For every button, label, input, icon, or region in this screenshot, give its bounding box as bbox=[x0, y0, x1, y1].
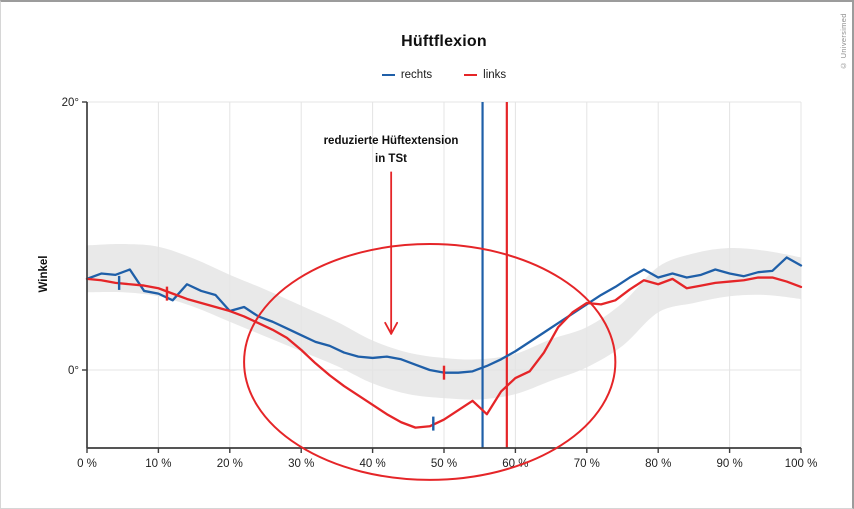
annotation-line-1: reduzierte Hüftextension bbox=[324, 135, 459, 147]
x-tick-label: 10 % bbox=[145, 458, 171, 470]
legend-swatch-links bbox=[464, 73, 478, 77]
legend-label-rechts: rechts bbox=[400, 69, 433, 81]
y-tick-label: 0° bbox=[68, 365, 79, 377]
legend: rechts links bbox=[87, 69, 801, 81]
y-tick-label: 20° bbox=[62, 97, 79, 109]
legend-item-rechts: rechts bbox=[381, 69, 433, 81]
legend-label-links: links bbox=[483, 69, 507, 81]
x-tick-label: 50 % bbox=[431, 458, 457, 470]
legend-item-links: links bbox=[464, 69, 506, 81]
x-tick-label: 70 % bbox=[574, 458, 600, 470]
legend-swatch-rechts bbox=[381, 73, 395, 77]
x-tick-label: 0 % bbox=[77, 458, 97, 470]
annotation-arrow-head bbox=[384, 321, 393, 335]
x-tick-label: 60 % bbox=[502, 458, 528, 470]
x-tick-label: 40 % bbox=[359, 458, 385, 470]
x-tick-label: 20 % bbox=[217, 458, 243, 470]
x-tick-label: 90 % bbox=[716, 458, 742, 470]
x-tick-label: 30 % bbox=[288, 458, 314, 470]
chart-title: Hüftflexion bbox=[401, 33, 487, 50]
annotation-line-2: in TSt bbox=[375, 153, 407, 165]
annotation-arrow-head bbox=[390, 321, 399, 335]
highlight-ellipse bbox=[243, 243, 617, 481]
x-tick-label: 80 % bbox=[645, 458, 671, 470]
series-line-links bbox=[85, 276, 803, 429]
x-tick-label: 100 % bbox=[785, 458, 818, 470]
